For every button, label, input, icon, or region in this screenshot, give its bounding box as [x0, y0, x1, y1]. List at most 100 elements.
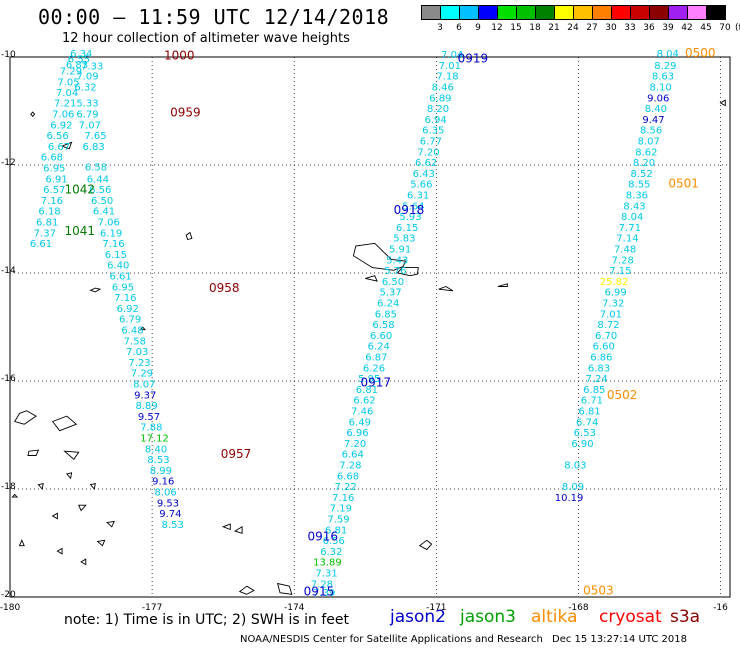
pass-time-label: 0503	[583, 583, 614, 597]
wave-height-value: 6.62	[415, 158, 437, 169]
coastline	[56, 547, 63, 555]
wave-height-value: 7.31	[316, 568, 338, 579]
wave-height-value: 9.53	[157, 498, 179, 509]
wave-height-value: 6.32	[320, 547, 342, 558]
scale-label: 33	[624, 23, 636, 33]
wave-height-value: 7.88	[140, 423, 162, 434]
wave-height-value: 10.19	[555, 493, 584, 504]
scale-swatch	[516, 5, 536, 20]
wave-height-value: 6.60	[593, 342, 615, 353]
wave-height-value: 6.50	[91, 196, 113, 207]
pass-time-label: 0502	[607, 388, 638, 402]
wave-height-value: 5.76	[384, 266, 406, 277]
wave-height-value: 6.81	[325, 525, 347, 536]
wave-height-value: 8.43	[623, 201, 645, 212]
coastline	[276, 582, 293, 595]
scale-label: 30	[605, 23, 617, 33]
wave-height-value: 6.56	[89, 185, 111, 196]
wave-height-value: 6.64	[342, 450, 364, 461]
coastline	[30, 111, 36, 118]
wave-height-value: 8.10	[649, 82, 671, 93]
pass-time-label: 0917	[361, 375, 392, 389]
wave-height-value: 6.92	[50, 120, 72, 131]
scale-label: 24	[567, 23, 579, 33]
scale-swatch	[649, 5, 669, 20]
wave-height-value: 6.85	[375, 309, 397, 320]
pass-time-label: 0916	[307, 529, 338, 543]
wave-height-value: 6.56	[323, 536, 345, 547]
coastline	[352, 242, 407, 271]
scale-label: 6	[456, 23, 462, 33]
scale-swatch	[706, 5, 726, 20]
wave-height-value: 7.16	[102, 239, 124, 250]
wave-height-value: 7.19	[330, 504, 352, 515]
wave-height-value: 6.58	[85, 162, 107, 173]
scale-swatch	[459, 5, 479, 20]
coastline	[106, 520, 115, 528]
scale-swatch	[554, 5, 574, 20]
wave-height-value: 9.16	[152, 477, 174, 488]
coastline	[238, 585, 255, 595]
scale-swatch	[497, 5, 517, 20]
wave-height-value: 6.44	[87, 174, 109, 185]
wave-height-value: 8.40	[645, 104, 667, 115]
legend-cryosat: cryosat	[599, 607, 662, 627]
coastline	[37, 483, 44, 490]
wave-height-value: 7.39	[313, 588, 335, 599]
scale-label: 9	[475, 23, 481, 33]
lat-tick-label: -20	[1, 590, 16, 600]
wave-height-value: 9.06	[647, 93, 669, 104]
wave-height-values: 6.346.556.837.337.297.097.056.327.045.33…	[30, 49, 679, 599]
wave-height-value: 6.43	[413, 169, 435, 180]
wave-height-value: 6.55	[68, 54, 90, 65]
coastline	[139, 326, 147, 331]
wave-height-value: 6.81	[578, 406, 600, 417]
wave-height-value: 5.95	[358, 374, 380, 385]
pass-time-label: 1000	[164, 49, 195, 63]
wave-height-value: 9.37	[134, 390, 156, 401]
wave-height-value: 6.68	[41, 153, 63, 164]
wave-height-value: 6.15	[396, 223, 418, 234]
wave-height-value: 7.58	[124, 336, 146, 347]
wave-height-value: 7.07	[79, 120, 101, 131]
wave-height-value: 6.92	[117, 304, 139, 315]
wave-height-value: 6.79	[76, 109, 98, 120]
wave-height-value: 7.15	[609, 266, 631, 277]
wave-height-value: 6.49	[349, 417, 371, 428]
wave-height-value: 6.99	[604, 288, 626, 299]
wave-height-value: 5.93	[399, 212, 421, 223]
wave-height-value: 8.99	[150, 466, 172, 477]
lat-tick-label: -18	[1, 482, 16, 492]
wave-height-value: 7.14	[616, 234, 638, 245]
wave-height-value: 6.41	[93, 207, 115, 218]
wave-height-value: 6.57	[43, 185, 65, 196]
coastline	[438, 286, 454, 292]
wave-height-value: 6.79	[119, 315, 141, 326]
scale-swatch	[478, 5, 498, 20]
wave-height-value: 8.07	[133, 379, 155, 390]
wave-height-value: 7.06	[98, 217, 120, 228]
wave-height-value: 6.71	[581, 396, 603, 407]
scale-label: 45	[700, 23, 712, 33]
wave-height-value: 5.64	[402, 201, 424, 212]
coastline	[14, 410, 37, 425]
coastline	[185, 231, 193, 241]
wave-height-value: 5.66	[410, 180, 432, 191]
wave-height-value: 7.29	[60, 66, 82, 77]
legend-jason2: jason2	[390, 607, 446, 627]
pass-time-label: 1041	[64, 224, 95, 238]
wave-height-value: 6.96	[346, 428, 368, 439]
pass-time-label: 0919	[458, 51, 489, 65]
scale-swatch	[630, 5, 650, 20]
wave-height-value: 6.61	[109, 271, 131, 282]
coastline	[65, 472, 73, 480]
wave-height-value: 8.03	[564, 460, 586, 471]
wave-height-value: 6.67	[48, 142, 70, 153]
wave-height-value: 6.94	[424, 115, 446, 126]
wave-height-value: 7.32	[602, 298, 624, 309]
lon-tick-label: -177	[142, 603, 162, 613]
wave-height-value: 5.91	[389, 244, 411, 255]
wave-height-value: 7.37	[34, 228, 56, 239]
lat-tick-label: -14	[1, 266, 16, 276]
